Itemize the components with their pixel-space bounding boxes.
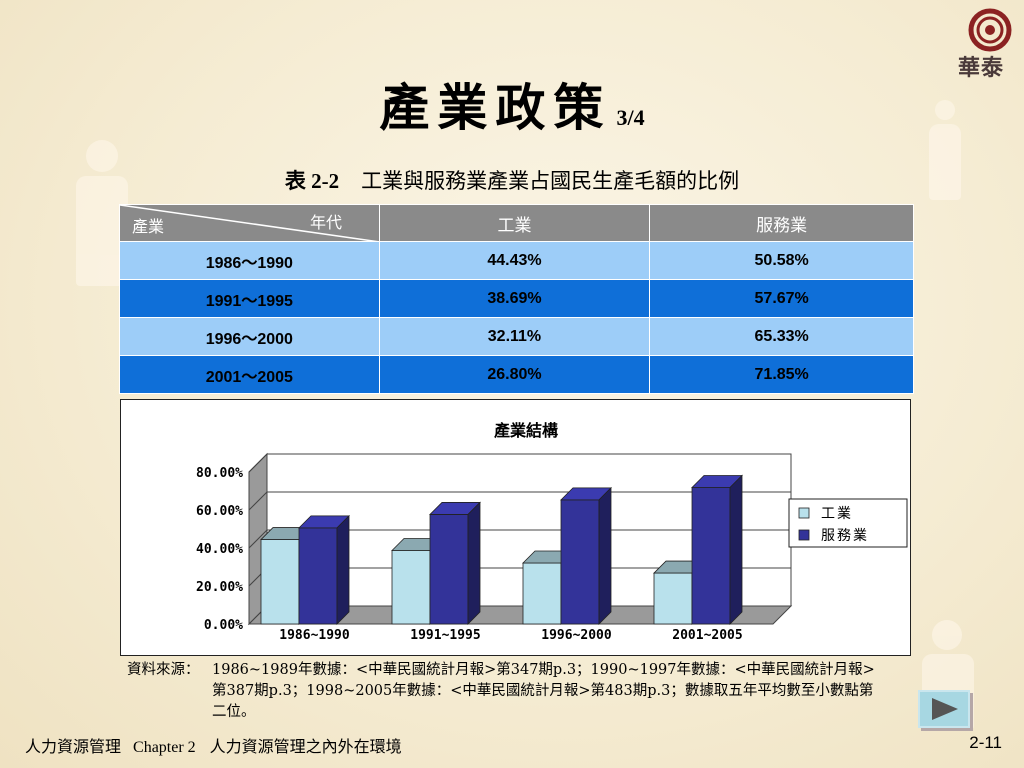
table-cell-period: 1991～1995 [119,279,380,318]
bar [560,499,600,625]
bar-side [467,501,481,625]
chart-title: 產業結構 [494,421,558,440]
bar [260,539,300,625]
legend-label: 工業 [821,506,853,522]
table-cell-period: 1996～2000 [119,317,380,356]
company-logo-icon [968,8,1012,52]
x-tick-label: 2001~2005 [672,628,742,643]
bar [653,572,693,625]
table-row: 1991～1995 38.69% 57.67% [119,279,914,318]
decorative-figure [925,100,965,200]
footer: 人力資源管理 Chapter 2 人力資源管理之內外在環境 [25,733,402,757]
data-table: 產業 年代 工業 服務業 1986～1990 44.43% 50.58% 199… [119,204,914,394]
x-tick-label: 1986~1990 [279,628,350,643]
y-tick-label: 40.00% [196,542,243,557]
source-note: 資料來源： 1986~1989年數據：<中華民國統計月報>第347期p.3；19… [127,660,887,723]
slide-title-main: 產業政策 [379,78,612,137]
legend-label: 服務業 [821,528,869,544]
table-cell-industry: 44.43% [378,241,651,280]
table-header-row: 產業 年代 工業 服務業 [119,204,914,242]
table-header-service: 服務業 [649,204,914,242]
bar-side [598,486,612,625]
company-logo-text: 華泰 [958,55,1005,81]
table-row: 1996～2000 32.11% 65.33% [119,317,914,356]
footer-course: 人力資源管理 [25,737,122,756]
y-tick-label: 20.00% [196,580,243,595]
bar [691,487,731,625]
legend-swatch [798,507,810,519]
table-row: 1986～1990 44.43% 50.58% [119,241,914,280]
legend-swatch [798,529,810,541]
footer-topic: 人力資源管理之內外在環境 [209,737,402,756]
slide-title: 產業政策 3/4 [0,68,1024,140]
bar-side [729,474,743,625]
table-cell-service: 57.67% [649,279,914,318]
table-row: 2001～2005 26.80% 71.85% [119,355,914,394]
source-label: 資料來源： [127,662,200,678]
table-cell-period: 2001～2005 [119,355,380,394]
y-tick-label: 80.00% [196,466,243,481]
x-tick-label: 1991~1995 [410,628,480,643]
x-tick-label: 1996~2000 [541,628,612,643]
corner-col-label: 年代 [310,213,343,232]
table-caption-text: 工業與服務業產業占國民生產毛額的比例 [361,169,740,193]
bar [298,527,338,625]
next-slide-button[interactable] [918,690,970,728]
play-arrow-icon [932,698,958,720]
table-cell-industry: 26.80% [378,355,651,394]
table-cell-service: 71.85% [649,355,914,394]
table-cell-service: 50.58% [649,241,914,280]
slide-title-page: 3/4 [616,105,645,130]
gridline [248,453,268,473]
table-cell-industry: 38.69% [378,279,651,318]
table-cell-service: 65.33% [649,317,914,356]
chart-container: 產業結構 0.00% 20.00% 40.00% 60.00% 80.00% 1986~19… [120,399,911,656]
bar [391,550,431,625]
gridline [248,491,268,511]
y-tick-label: 0.00% [204,618,243,633]
table-caption: 表 2-2 工業與服務業產業占國民生產毛額的比例 [0,165,1024,195]
table-corner-cell: 產業 年代 [119,204,380,242]
corner-row-label: 產業 [132,217,165,236]
y-tick-label: 60.00% [196,504,243,519]
bar [522,562,562,625]
gridline [248,529,268,549]
source-text: 1986~1989年數據：<中華民國統計月報>第347期p.3；1990~199… [212,662,875,720]
footer-chapter: Chapter 2 [133,739,196,756]
bar-chart: 產業結構 0.00% 20.00% 40.00% 60.00% 80.00% 1986~19… [196,421,908,643]
bar-side [336,514,350,625]
table-cell-industry: 32.11% [378,317,651,356]
table-header-industry: 工業 [378,204,651,242]
bar [429,514,469,625]
page-number: 2-11 [969,733,1002,752]
table-cell-period: 1986～1990 [119,241,380,280]
table-caption-number: 表 2-2 [284,169,340,193]
corner-diagonal [120,205,380,242]
